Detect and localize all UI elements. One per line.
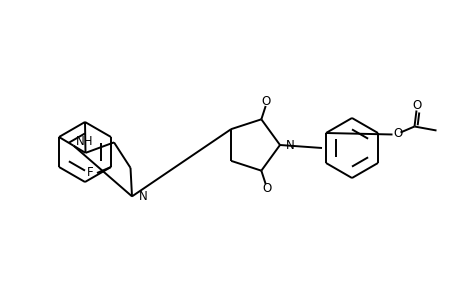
Text: O: O (262, 182, 271, 196)
Text: N: N (139, 190, 147, 203)
Text: O: O (393, 127, 402, 140)
Text: N: N (285, 139, 294, 152)
Text: NH: NH (76, 135, 93, 148)
Text: O: O (260, 94, 270, 107)
Text: O: O (412, 99, 421, 112)
Text: F: F (86, 167, 93, 179)
